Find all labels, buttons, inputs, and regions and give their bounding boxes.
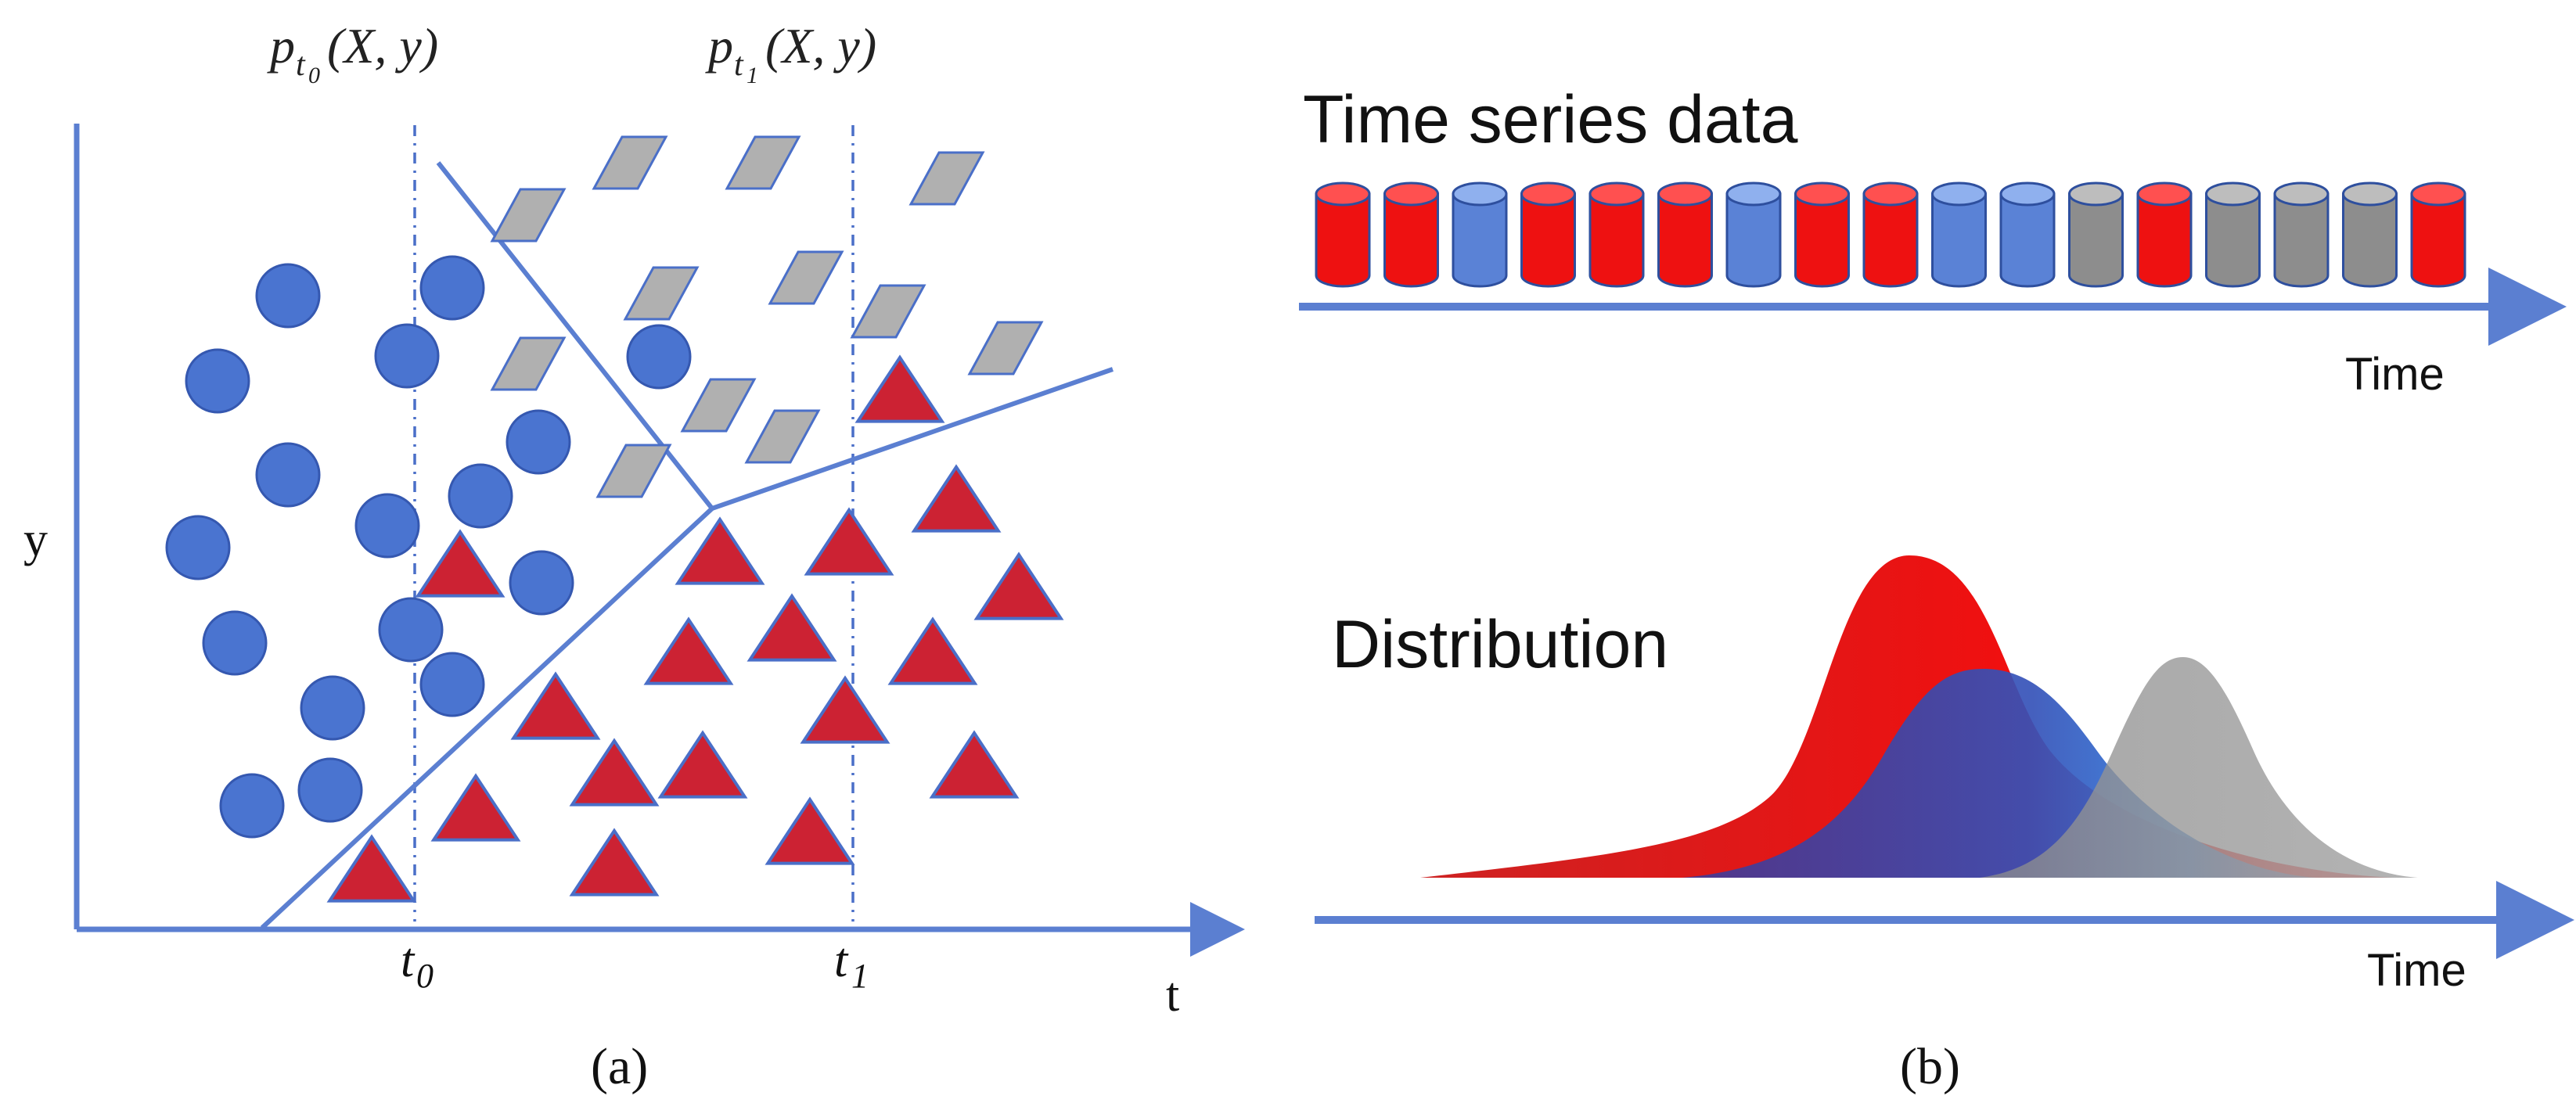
class-triangles: [326, 354, 1064, 903]
blue-circle-point: [509, 550, 574, 616]
time-series-title: Time series data: [1303, 82, 1798, 157]
time-series-cylinder-blue: [1999, 181, 2056, 288]
blue-circle-point: [165, 515, 231, 580]
gray-parallelogram-point: [768, 250, 844, 305]
svg-text:p: p: [267, 18, 295, 74]
x-axis-label: t: [1166, 968, 1179, 1022]
svg-text:t: t: [834, 934, 849, 987]
gray-parallelogram-point: [680, 378, 757, 433]
time-series-cylinder-red: [1657, 181, 1713, 288]
time-series-cylinder-red: [2410, 181, 2466, 288]
blue-circle-point: [255, 442, 321, 508]
time-series-cylinder-gray: [2205, 181, 2261, 288]
blue-circle-point: [219, 773, 285, 839]
p-t1-label: p t 1 (X, y): [705, 18, 876, 88]
gray-parallelogram-point: [908, 151, 985, 206]
svg-text:0: 0: [416, 957, 434, 995]
decision-boundary-lower: [260, 506, 714, 930]
blue-circle-point: [300, 675, 365, 741]
blue-circle-point: [378, 597, 444, 663]
time-series-cylinder-red: [1588, 181, 1645, 288]
gray-parallelogram-point: [595, 444, 672, 498]
t0-tick-label: t 0: [401, 934, 434, 995]
blue-circle-point: [202, 610, 268, 676]
blue-circle-point: [419, 255, 485, 321]
time-series-cylinder-red: [1383, 181, 1439, 288]
distribution-gray-curve: [1980, 657, 2418, 878]
red-triangle-point: [569, 738, 660, 807]
class-parallelograms: [490, 135, 1044, 498]
red-triangle-point: [747, 593, 837, 662]
gray-parallelogram-point: [850, 284, 926, 339]
distribution-title: Distribution: [1332, 607, 1668, 682]
gray-parallelogram-point: [744, 409, 821, 464]
time-series-cylinder-gray: [2068, 181, 2124, 288]
blue-circle-point: [255, 263, 321, 329]
red-triangle-point: [800, 675, 890, 744]
class-circles: [165, 255, 692, 839]
red-triangle-point: [887, 616, 978, 685]
blue-circle-point: [374, 323, 440, 389]
red-triangle-point: [643, 616, 734, 685]
gray-parallelogram-point: [592, 135, 668, 190]
blue-circle-point: [419, 652, 485, 717]
time-series-cylinders: [1315, 181, 2466, 288]
panel-a-caption: (a): [591, 1038, 648, 1095]
red-triangle-point: [569, 828, 660, 896]
time-series-cylinder-red: [1794, 181, 1850, 288]
panel-b: Time series data Time Distribution Time …: [1299, 82, 2574, 1095]
svg-text:t: t: [401, 934, 416, 987]
red-triangle-point: [973, 552, 1064, 620]
time-series-cylinder-red: [1520, 181, 1576, 288]
red-triangle-point: [675, 516, 765, 585]
p-t0-label: p t 0 (X, y): [267, 18, 438, 88]
distribution-axis-label: Time: [2367, 945, 2466, 996]
time-series-cylinder-gray: [2273, 181, 2330, 288]
gray-parallelogram-point: [623, 266, 700, 321]
time-series-axis-label: Time: [2345, 349, 2445, 400]
t1-tick-label: t 1: [834, 934, 869, 995]
time-series-cylinder-blue: [1452, 181, 1508, 288]
time-series-cylinder-blue: [1931, 181, 1987, 288]
svg-text:(X, y): (X, y): [765, 18, 876, 74]
blue-circle-point: [626, 324, 692, 390]
svg-text:0: 0: [308, 63, 320, 88]
red-triangle-point: [430, 773, 521, 842]
panel-a: y t p t 0 (X, y) p t 1 (X, y) t 0 t 1 (a…: [23, 18, 1245, 1095]
red-triangle-point: [415, 529, 505, 598]
svg-text:t: t: [734, 47, 744, 83]
svg-text:1: 1: [747, 63, 758, 88]
time-series-cylinder-blue: [1725, 181, 1782, 288]
blue-circle-point: [448, 463, 513, 529]
red-triangle-point: [804, 507, 894, 576]
gray-parallelogram-point: [490, 336, 567, 391]
gray-parallelogram-point: [725, 135, 801, 190]
blue-circle-point: [297, 757, 363, 823]
time-series-cylinder-red: [2136, 181, 2193, 288]
red-triangle-point: [929, 730, 1020, 799]
time-series-cylinder-red: [1862, 181, 1919, 288]
red-triangle-point: [326, 834, 417, 903]
red-triangle-point: [765, 796, 855, 865]
y-axis-label: y: [23, 513, 48, 566]
svg-text:(X, y): (X, y): [327, 18, 438, 74]
gray-parallelogram-point: [490, 188, 567, 243]
red-triangle-point: [657, 730, 748, 799]
red-triangle-point: [911, 464, 1002, 533]
time-series-cylinder-red: [1315, 181, 1371, 288]
gray-parallelogram-point: [967, 321, 1044, 375]
blue-circle-point: [354, 493, 420, 559]
distribution-red-curve: [1420, 555, 2394, 878]
red-triangle-point: [854, 354, 945, 423]
red-triangle-point: [510, 671, 601, 740]
time-series-cylinder-gray: [2342, 181, 2398, 288]
panel-b-caption: (b): [1900, 1038, 1960, 1095]
svg-text:t: t: [296, 47, 306, 83]
svg-text:1: 1: [851, 957, 869, 995]
svg-text:p: p: [705, 18, 733, 74]
blue-circle-point: [505, 409, 571, 475]
blue-circle-point: [185, 348, 250, 414]
